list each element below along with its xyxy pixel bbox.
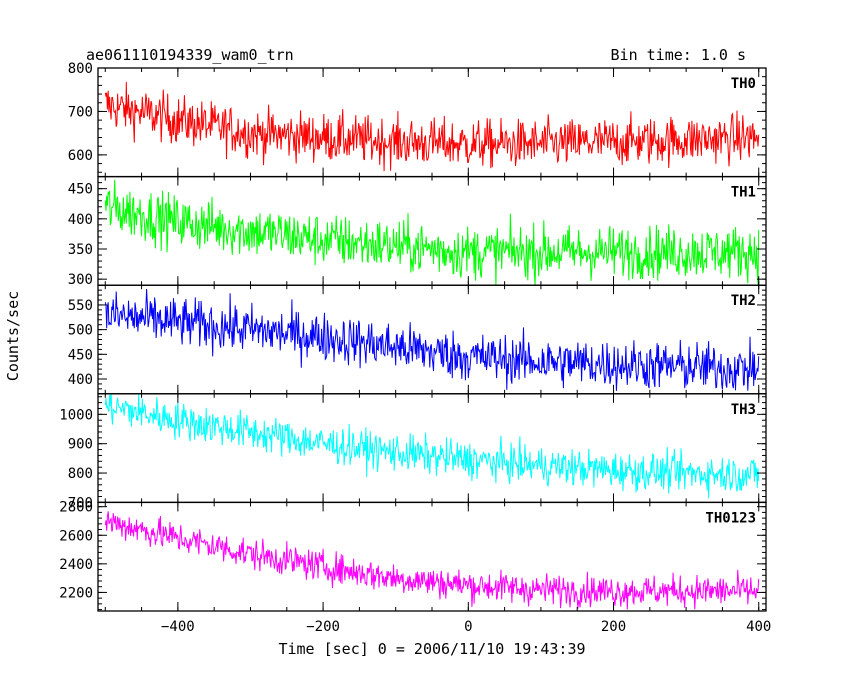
y-tick-label: 400	[68, 372, 93, 388]
y-tick-label: 900	[68, 437, 93, 453]
series-line-th3	[104, 393, 760, 499]
y-tick-label: 550	[68, 298, 93, 314]
panel-th0: 600 700 800 TH0	[68, 61, 767, 178]
series-line-th0123	[104, 511, 760, 610]
y-tick-label: 700	[68, 104, 93, 120]
y-tick-label: 300	[68, 272, 93, 288]
y-tick-label: 2800	[59, 500, 93, 516]
y-tick-label: 500	[68, 323, 93, 339]
y-tick-label: 450	[68, 182, 93, 198]
series-line-th1	[104, 179, 760, 286]
panel-frame	[97, 284, 767, 395]
x-tick-label: −200	[306, 619, 340, 635]
chart-title: ae061110194339_wam0_trn	[86, 46, 294, 64]
panel-th3: 700 800 900 1000 TH3	[59, 393, 767, 511]
panel-th1: 300 350 400 450 TH1	[68, 175, 767, 288]
y-tick-label: 800	[68, 466, 93, 482]
y-tick-label: 700	[68, 495, 93, 511]
x-tick-label: 200	[601, 619, 626, 635]
panel-frame	[97, 393, 767, 504]
bin-time-label: Bin time: 1.0 s	[611, 46, 746, 64]
panel-th2: 400 450 500 550 TH2	[68, 284, 767, 395]
x-tick-label: −400	[161, 619, 195, 635]
x-axis-label: Time [sec] 0 = 2006/11/10 19:43:39	[278, 640, 585, 658]
y-tick-label: 400	[68, 212, 93, 228]
y-tick-label: 1000	[59, 407, 93, 423]
panel-th0123: 2200 2400 2600 2800 TH0123	[59, 500, 767, 612]
panels-group: 600 700 800 TH0 300 350 400 450 TH1 400 450 500 550 T…	[59, 61, 767, 612]
y-tick-label: 2200	[59, 585, 93, 601]
x-tick-label: 400	[746, 619, 771, 635]
series-line-th0	[104, 81, 760, 172]
series-line-th2	[104, 288, 760, 391]
y-tick-label: 2600	[59, 528, 93, 544]
panel-name-label: TH3	[731, 402, 756, 418]
panel-name-label: TH2	[731, 293, 756, 309]
y-tick-label: 350	[68, 242, 93, 258]
panel-name-label: TH1	[731, 185, 756, 201]
panel-frame	[97, 501, 767, 612]
panel-name-label: TH0	[731, 76, 756, 92]
y-tick-label: 600	[68, 148, 93, 164]
y-tick-label: 2400	[59, 557, 93, 573]
panel-name-label: TH0123	[705, 510, 756, 526]
y-tick-label: 800	[68, 61, 93, 77]
x-axis: −400 −200 0 200 400	[161, 619, 771, 635]
y-axis-label: Counts/sec	[4, 291, 22, 381]
x-tick-label: 0	[464, 619, 472, 635]
y-tick-label: 450	[68, 347, 93, 363]
